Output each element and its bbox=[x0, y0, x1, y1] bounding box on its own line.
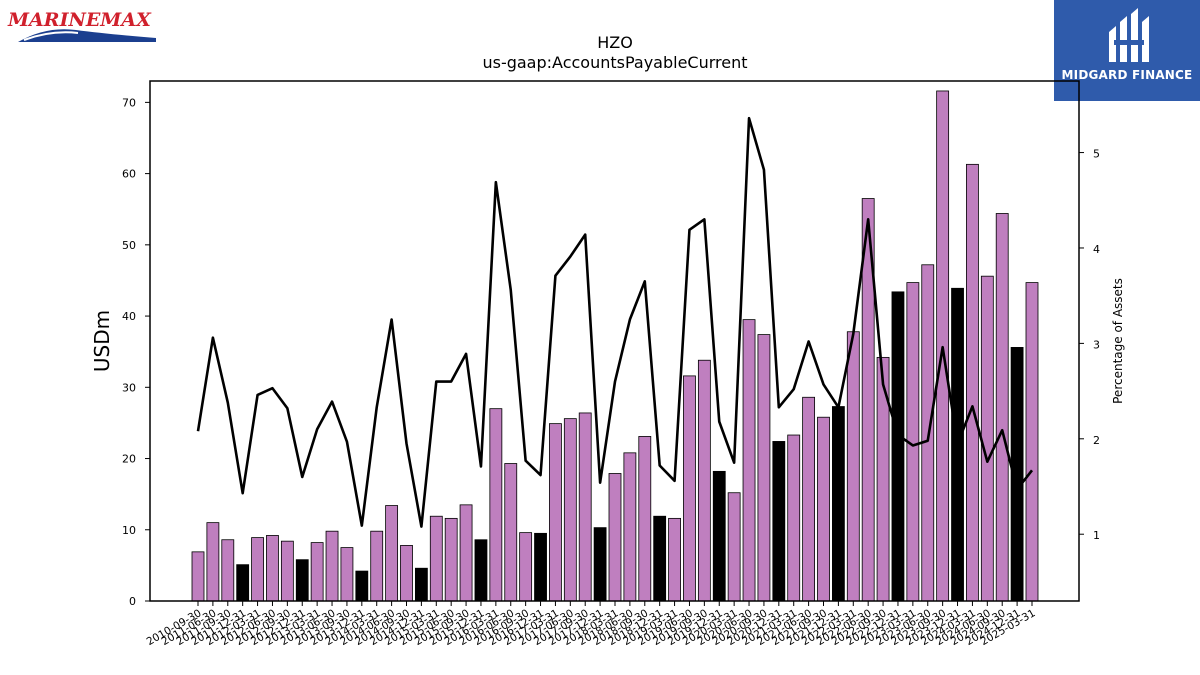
bar bbox=[638, 436, 652, 602]
y-tick-label: 30 bbox=[122, 381, 136, 394]
bars-layer bbox=[191, 90, 1039, 602]
bar bbox=[489, 408, 503, 602]
bar bbox=[251, 537, 264, 602]
bar bbox=[787, 434, 801, 602]
y2-tick-label: 4 bbox=[1093, 243, 1100, 256]
bar bbox=[340, 547, 354, 602]
bar bbox=[817, 416, 830, 602]
bar bbox=[236, 564, 250, 602]
y-tick-label: 50 bbox=[122, 239, 136, 252]
line-layer bbox=[196, 116, 1034, 528]
bar bbox=[608, 473, 622, 602]
bar bbox=[400, 545, 413, 602]
midgard-emblem-icon bbox=[1109, 8, 1149, 62]
bar bbox=[444, 517, 458, 602]
bar bbox=[623, 452, 637, 602]
bar bbox=[355, 570, 369, 602]
bar bbox=[519, 532, 533, 602]
bar bbox=[578, 412, 592, 602]
bar bbox=[593, 527, 607, 602]
y2-tick-label: 5 bbox=[1093, 148, 1100, 161]
bar bbox=[757, 334, 771, 602]
bar bbox=[295, 559, 309, 602]
bar bbox=[966, 163, 979, 602]
y-tick-label: 20 bbox=[122, 453, 136, 466]
bar bbox=[429, 515, 443, 602]
bar bbox=[742, 319, 756, 602]
bar bbox=[980, 275, 994, 602]
y-axis-left: 0 10 20 30 40 50 60 70 bbox=[122, 96, 150, 608]
bar bbox=[668, 517, 681, 602]
marinemax-logo: MARINEMAX bbox=[6, 6, 166, 46]
bar bbox=[504, 463, 518, 602]
bar bbox=[712, 470, 726, 602]
bar bbox=[891, 291, 905, 602]
y-tick-label: 70 bbox=[122, 96, 136, 109]
bar bbox=[563, 418, 577, 602]
chart-subtitle: us-gaap:AccountsPayableCurrent bbox=[482, 53, 747, 72]
bar bbox=[876, 356, 890, 602]
y-tick-label: 40 bbox=[122, 310, 136, 323]
marinemax-logo-text: MARINEMAX bbox=[7, 9, 152, 31]
y-tick-label: 10 bbox=[122, 524, 136, 537]
bar bbox=[310, 542, 324, 602]
y2-tick-label: 3 bbox=[1093, 338, 1100, 351]
bar bbox=[653, 515, 667, 602]
y2-axis-label: Percentage of Assets bbox=[1111, 278, 1125, 404]
y-axis-right: 1 2 3 4 5 bbox=[1079, 148, 1100, 542]
y2-tick-label: 1 bbox=[1093, 529, 1100, 542]
bar bbox=[831, 406, 845, 602]
bar bbox=[727, 492, 741, 602]
bar bbox=[206, 522, 220, 602]
marinemax-logo-graphic: MARINEMAX bbox=[7, 9, 156, 42]
bar bbox=[802, 396, 816, 602]
y-axis-label: USDm bbox=[90, 310, 114, 372]
y2-tick-label: 2 bbox=[1093, 434, 1100, 447]
bar bbox=[697, 359, 711, 602]
bar bbox=[414, 567, 428, 602]
y-tick-label: 60 bbox=[122, 168, 136, 181]
bar bbox=[995, 213, 1009, 602]
series-line bbox=[196, 116, 1034, 528]
bar bbox=[385, 505, 399, 602]
bar bbox=[683, 375, 696, 602]
midgard-finance-logo: MIDGARD FINANCE bbox=[1054, 0, 1200, 101]
wave-highlight-icon bbox=[23, 31, 79, 41]
x-axis: 2010-09-302011-06-302011-09-302011-12-31… bbox=[145, 601, 1038, 648]
bar bbox=[191, 551, 205, 602]
bar bbox=[549, 423, 562, 602]
bar bbox=[846, 331, 860, 602]
bar bbox=[325, 530, 339, 602]
y-tick-label: 0 bbox=[129, 595, 136, 608]
bar bbox=[772, 441, 786, 602]
bar bbox=[221, 539, 235, 602]
bar bbox=[280, 540, 294, 602]
chart-title: HZO bbox=[597, 33, 633, 52]
bar bbox=[1025, 282, 1039, 602]
bar bbox=[459, 504, 473, 602]
bar bbox=[534, 532, 547, 602]
bar bbox=[370, 530, 384, 602]
bar bbox=[474, 539, 488, 602]
bar bbox=[266, 535, 279, 602]
midgard-finance-text: MIDGARD FINANCE bbox=[1061, 68, 1193, 82]
